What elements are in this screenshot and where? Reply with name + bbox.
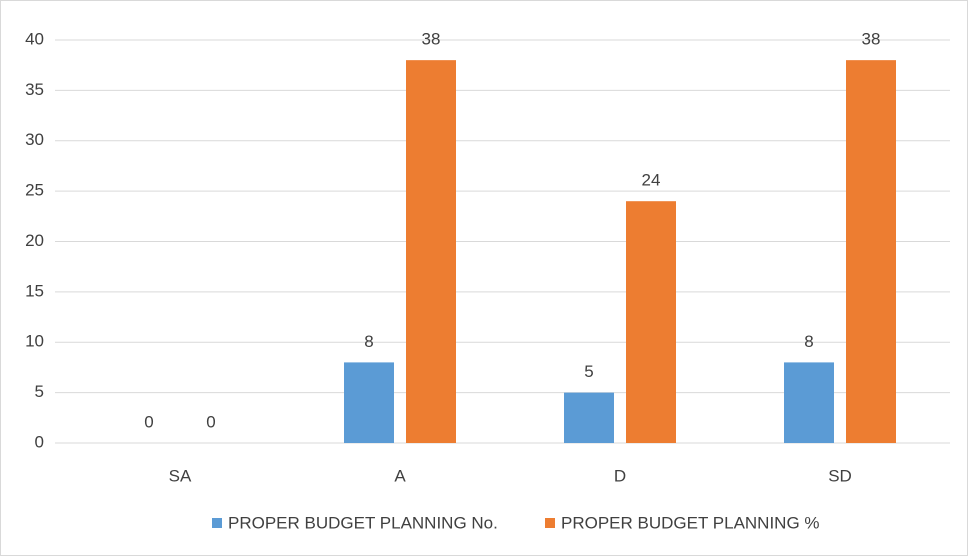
data-label: 0 [206,412,215,431]
bar [406,60,456,444]
data-label: 8 [804,332,813,351]
data-label: 0 [144,412,153,431]
y-tick-label: 10 [25,332,44,351]
data-label: 38 [422,30,441,49]
x-tick-label: D [614,466,626,485]
legend-label: PROPER BUDGET PLANNING % [561,513,820,532]
y-tick-label: 0 [35,432,44,451]
y-tick-label: 35 [25,80,44,99]
x-tick-label: SD [828,466,852,485]
bar [564,392,614,443]
data-label: 38 [862,30,881,49]
y-tick-label: 30 [25,130,44,149]
y-tick-label: 25 [25,181,44,200]
bar [626,201,676,443]
legend-label: PROPER BUDGET PLANNING No. [228,513,498,532]
bar [846,60,896,444]
y-tick-label: 40 [25,29,44,48]
x-tick-label: SA [169,466,192,485]
data-label: 24 [642,171,661,190]
y-tick-label: 5 [35,382,44,401]
data-label: 8 [364,332,373,351]
y-tick-label: 20 [25,231,44,250]
y-tick-label: 15 [25,281,44,300]
x-tick-label: A [394,466,406,485]
bar [344,362,394,443]
bar [784,362,834,443]
data-label: 5 [584,362,593,381]
legend-swatch [545,518,555,528]
legend-swatch [212,518,222,528]
